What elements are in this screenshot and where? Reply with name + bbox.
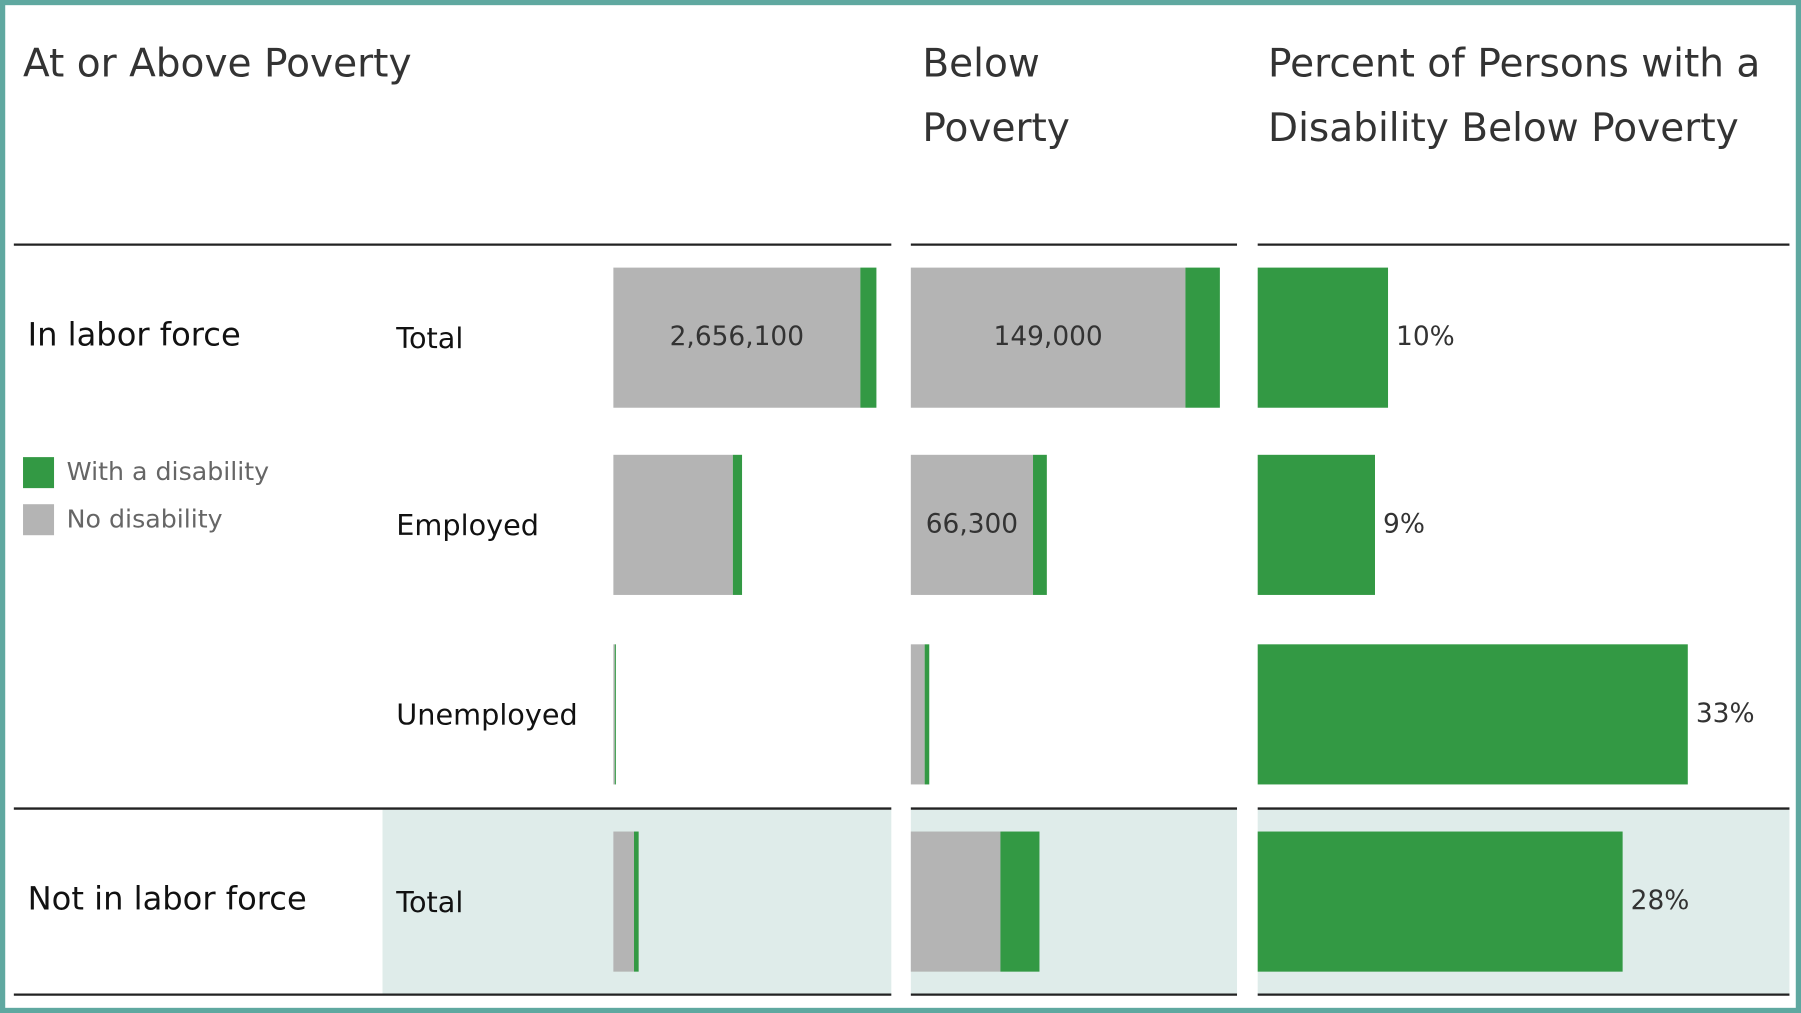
bar-segment [613,831,635,972]
legend-swatch [23,504,55,536]
separators [13,243,1790,996]
bar-segment [910,267,1186,408]
panel-title: Below Poverty [922,41,1070,150]
bar-segment [1185,267,1220,408]
bar-segment [614,644,616,785]
bar-segment [924,644,930,785]
row-label: Unemployed [396,698,577,732]
legend-label: With a disability [67,457,270,486]
row-label: Total [395,321,463,355]
bar-segment [1033,454,1047,595]
value-label: 33% [1696,698,1755,729]
value-label: 2,656,100 [670,321,804,352]
value-label: 149,000 [994,321,1103,352]
group-label: In labor force [28,316,241,354]
value-label: 66,300 [926,508,1018,539]
bar-segment [860,267,877,408]
bar [1257,454,1375,595]
value-label: 9% [1383,508,1425,539]
row-label: Employed [396,508,539,542]
legend-swatch [23,457,55,489]
bar-segment [910,454,1034,595]
bar-segment [634,831,639,972]
value-label: 10% [1396,321,1455,352]
bar-segment [613,644,615,785]
value-label: 28% [1631,885,1690,916]
bar [1257,644,1688,785]
bar [1257,267,1389,408]
legend-label: No disability [67,504,223,533]
group-label: Not in labor force [28,879,307,917]
bar-segment [1000,831,1040,972]
bar-segment [732,454,743,595]
bar-segment [910,831,1001,972]
bar-segment [910,644,925,785]
panel-title: Percent of Persons with a Disability Belo… [1268,41,1760,150]
bar-segment [613,267,861,408]
bar-segment [613,454,733,595]
bar [1257,831,1623,972]
panel-title: At or Above Poverty [23,41,412,86]
row-label: Total [395,885,463,919]
